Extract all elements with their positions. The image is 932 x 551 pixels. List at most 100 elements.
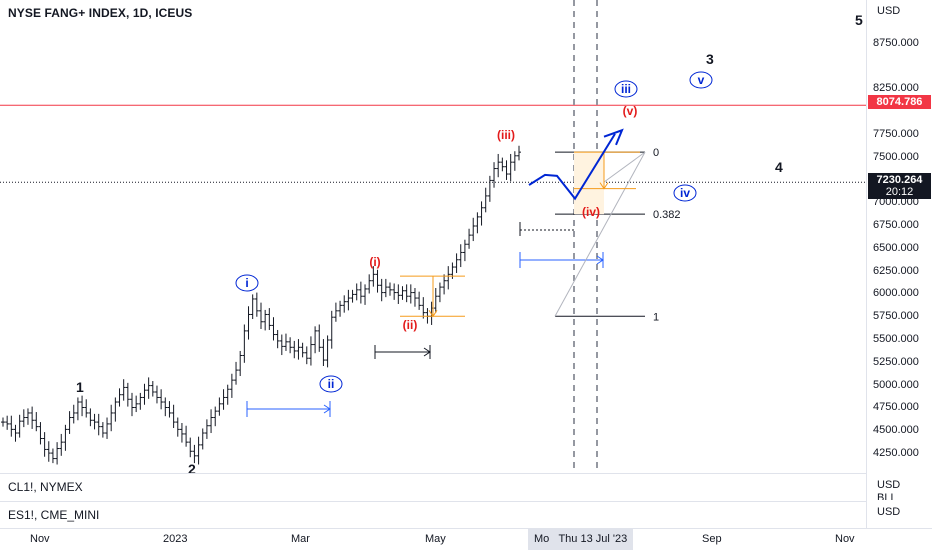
ohlc-bar (125, 382, 130, 407)
ohlc-bar (217, 397, 222, 416)
price-tick: 8750.000 (873, 36, 919, 49)
ohlc-bar (209, 409, 214, 434)
ohlc-bar (458, 244, 463, 268)
last-price-value: 7230.264 (876, 174, 923, 186)
ohlc-bar (92, 413, 97, 430)
ohlc-bar (17, 414, 22, 438)
pane-es1-unit: USD (877, 506, 901, 518)
ohlc-bar (225, 384, 230, 405)
time-label-2023: 2023 (163, 533, 188, 545)
ohlc-bar (492, 162, 497, 188)
crosshair-day-left: Mo (534, 533, 550, 545)
wave-label-r-iii: (iii) (497, 128, 515, 142)
ohlc-bar (271, 317, 276, 341)
fib-iv-arrow (599, 182, 609, 190)
pane-cl1-label: CL1!, NYMEX (8, 480, 83, 494)
ohlc-bar (379, 278, 384, 302)
ohlc-bar (59, 433, 64, 456)
ohlc-bar (229, 373, 234, 398)
ohlc-bar (138, 392, 143, 410)
fib-level-label: 0 (653, 147, 659, 159)
ohlc-bar (67, 411, 72, 434)
fib-iv-zone (574, 152, 604, 215)
wave-label-r-i: (i) (369, 255, 380, 269)
ohlc-bar (496, 153, 501, 178)
ohlc-bar (279, 334, 284, 356)
last-price-countdown: 20:12 (885, 186, 914, 198)
ohlc-bar (46, 441, 51, 462)
ohlc-bar (317, 324, 322, 352)
ohlc-bar (71, 404, 76, 424)
ohlc-bar (84, 399, 89, 418)
ohlc-bar (388, 282, 392, 296)
time-axis[interactable]: Nov 2023 Mar May Mo Thu 13 Jul '23 Sep N… (0, 528, 932, 551)
ohlc-bar (300, 342, 305, 358)
price-axis[interactable]: USD 8750.000 8250.000 7750.000 7500.000 7000… (866, 0, 932, 528)
ohlc-bar (38, 422, 43, 445)
fib-level-label: 1 (653, 311, 659, 323)
price-tick: 5500.000 (873, 333, 919, 345)
wave-label-iv-circle (673, 184, 697, 202)
pane-es1-label: ES1!, CME_MINI (8, 508, 100, 522)
ohlc-bar (121, 379, 126, 401)
chart-title: NYSE FANG+ INDEX, 1D, ICEUS (8, 6, 193, 20)
ohlc-bar (96, 413, 101, 436)
time-label-mar: Mar (291, 533, 310, 545)
ohlc-bar (175, 417, 180, 437)
price-tick: 7500.000 (873, 150, 919, 163)
ohlc-bar (263, 309, 268, 331)
ohlc-bar (192, 444, 197, 464)
pane-cl1-unit: USD (877, 479, 901, 491)
ohlc-bar (475, 212, 480, 234)
price-tick: 6250.000 (873, 264, 919, 277)
ohlc-bar (163, 397, 168, 417)
wave-label-i-circle (235, 274, 259, 292)
ohlc-bar (171, 404, 176, 429)
ohlc-bar (342, 295, 347, 313)
price-tick: 4250.000 (873, 447, 919, 459)
resistance-price-label: 8074.786 (868, 95, 931, 109)
price-tick: 6500.000 (873, 241, 919, 254)
price-tick: 7000.000 (873, 196, 919, 209)
time-label-nov: Nov (30, 533, 50, 545)
ohlc-bar (179, 422, 184, 443)
measure-1-arrow (323, 404, 331, 414)
ohlc-bar (204, 419, 209, 439)
wave-label-3: 3 (706, 51, 714, 67)
ohlc-bar (113, 397, 118, 422)
wave-label-4: 4 (775, 159, 783, 175)
ohlc-bar (275, 329, 280, 349)
ohlc-bar (292, 340, 297, 359)
ohlc-bar (188, 437, 193, 458)
price-tick: 5750.000 (873, 310, 919, 323)
ohlc-bar (234, 361, 239, 385)
ohlc-bar (354, 283, 359, 301)
ohlc-bar (483, 187, 488, 213)
pane-es1[interactable]: ES1!, CME_MINI (0, 501, 866, 529)
price-tick: 4750.000 (873, 401, 919, 414)
ohlc-bar (396, 284, 401, 304)
price-tick: 6750.000 (873, 219, 919, 231)
ohlc-bar (88, 408, 93, 427)
ohlc-bar (333, 302, 338, 322)
ohlc-bar (375, 269, 380, 293)
ohlc-bar (213, 406, 218, 427)
last-price-label: 7230.264 20:12 (868, 173, 931, 199)
wave-label-2: 2 (188, 461, 196, 473)
wave-label-iv: iv (680, 186, 690, 200)
projection-path (528, 133, 616, 201)
ohlc-bar (167, 401, 172, 418)
ohlc-bar (142, 383, 147, 405)
price-tick: 8250.000 (873, 82, 919, 95)
pane-cl1[interactable]: CL1!, NYMEX (0, 473, 866, 502)
ohlc-bar (412, 288, 417, 307)
ohlc-bar (329, 310, 334, 349)
time-label-sep: Sep (702, 533, 722, 545)
ohlc-bar (433, 288, 438, 313)
ohlc-bar (105, 417, 110, 439)
ohlc-bar (404, 284, 409, 303)
ohlc-bar (238, 350, 243, 377)
ohlc-bar (21, 409, 26, 428)
price-chart[interactable]: 0 0.382 1 1 2 3 4 5 i ii iii iv v (i) (ii) (iii) (iv) (v)… (0, 0, 866, 477)
